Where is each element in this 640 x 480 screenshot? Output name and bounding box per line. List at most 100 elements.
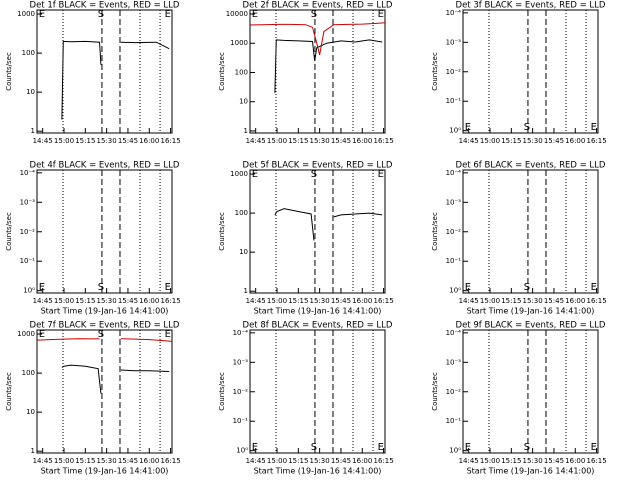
chart-title: Det 9f BLACK = Events, RED = LLD <box>456 321 606 331</box>
plot-frame <box>249 169 386 294</box>
y-tick-label: 10⁻² <box>20 228 36 236</box>
x-tick-label: 16:15 <box>160 137 180 145</box>
marker-label: S <box>311 9 317 20</box>
y-tick-label: 10⁻² <box>446 228 462 236</box>
y-tick-label: 10⁰ <box>23 287 35 295</box>
y-tick-label: 100 <box>22 369 35 377</box>
chart-title: Det 8f BLACK = Events, RED = LLD <box>243 321 393 331</box>
x-tick-label: 15:15 <box>288 457 308 465</box>
y-tick-label: 10⁻² <box>446 388 462 396</box>
marker-label: E <box>465 282 471 293</box>
plot-frame <box>462 329 599 454</box>
y-tick-label: 10⁻³ <box>20 198 36 206</box>
chart-title: Det 4f BLACK = Events, RED = LLD <box>30 161 180 171</box>
plot-frame <box>462 169 599 294</box>
x-axis-label: Start Time (19-Jan-16 14:41:00) <box>41 467 169 476</box>
marker-label: E <box>39 9 45 20</box>
x-tick-label: 14:45 <box>459 457 479 465</box>
x-tick-label: 16:00 <box>352 297 372 305</box>
x-tick-label: 14:45 <box>246 137 266 145</box>
plot-frame <box>36 169 173 294</box>
plot-frame <box>36 329 173 454</box>
x-axis-label: Start Time (19-Jan-16 14:41:00) <box>254 467 382 476</box>
x-tick-label: 15:45 <box>118 297 138 305</box>
y-tick-label: 10⁻⁴ <box>233 329 249 337</box>
x-tick-label: 15:45 <box>544 137 564 145</box>
marker-label: S <box>98 9 104 20</box>
x-tick-label: 15:45 <box>331 297 351 305</box>
y-tick-label: 1000 <box>230 170 248 178</box>
x-tick-label: 15:30 <box>310 137 330 145</box>
y-tick-label: 1 <box>244 127 248 135</box>
x-tick-label: 15:30 <box>523 137 543 145</box>
chart-title: Det 7f BLACK = Events, RED = LLD <box>30 321 180 331</box>
x-tick-label: 16:00 <box>139 297 159 305</box>
x-tick-label: 14:45 <box>33 297 53 305</box>
x-tick-label: 16:15 <box>586 137 606 145</box>
marker-label: S <box>98 329 104 340</box>
marker-label: S <box>524 442 530 453</box>
x-tick-label: 15:30 <box>97 137 117 145</box>
y-tick-label: 1000 <box>17 330 35 338</box>
y-tick-label: 1000 <box>230 39 248 47</box>
x-tick-label: 15:30 <box>310 297 330 305</box>
x-tick-label: 15:45 <box>118 457 138 465</box>
marker-label: S <box>98 282 104 293</box>
y-tick-label: 100 <box>22 49 35 57</box>
x-tick-label: 16:15 <box>586 297 606 305</box>
y-tick-label: 10⁻⁴ <box>446 9 462 17</box>
x-tick-label: 16:15 <box>373 297 393 305</box>
plot-frame <box>249 329 386 454</box>
x-tick-label: 15:00 <box>267 457 287 465</box>
data-line <box>249 22 386 55</box>
y-tick-label: 100 <box>235 68 248 76</box>
marker-label: E <box>165 282 171 293</box>
data-line <box>274 39 383 93</box>
marker-label: S <box>311 442 317 453</box>
data-line <box>274 208 383 241</box>
x-axis-label: Start Time (19-Jan-16 14:41:00) <box>467 467 595 476</box>
x-tick-label: 15:45 <box>544 457 564 465</box>
x-tick-label: 16:15 <box>160 297 180 305</box>
y-tick-label: 10⁻⁴ <box>20 169 36 177</box>
x-tick-label: 15:15 <box>501 137 521 145</box>
plot-frame <box>36 9 173 134</box>
x-axis-label: Start Time (19-Jan-16 14:41:00) <box>467 307 595 316</box>
chart-title: Det 3f BLACK = Events, RED = LLD <box>456 1 606 11</box>
marker-label: E <box>252 442 258 453</box>
marker-label: E <box>591 442 597 453</box>
x-tick-label: 15:00 <box>267 297 287 305</box>
y-tick-label: 10⁰ <box>449 127 461 135</box>
x-tick-label: 15:45 <box>118 137 138 145</box>
marker-label: E <box>39 329 45 340</box>
y-tick-label: 10⁻⁴ <box>446 169 462 177</box>
marker-label: E <box>591 122 597 133</box>
y-tick-label: 10⁰ <box>449 287 461 295</box>
x-tick-label: 16:00 <box>139 457 159 465</box>
x-tick-label: 15:30 <box>97 297 117 305</box>
x-tick-label: 16:00 <box>139 137 159 145</box>
marker-label: E <box>39 282 45 293</box>
y-tick-label: 1 <box>31 447 35 455</box>
x-tick-label: 14:45 <box>246 457 266 465</box>
y-tick-label: 10⁻² <box>233 388 249 396</box>
x-tick-label: 15:15 <box>501 457 521 465</box>
x-tick-label: 14:45 <box>33 457 53 465</box>
y-tick-label: 10 <box>239 98 248 106</box>
chart-title: Det 1f BLACK = Events, RED = LLD <box>30 1 180 11</box>
x-tick-label: 15:15 <box>501 297 521 305</box>
data-line <box>36 338 173 342</box>
x-tick-label: 14:45 <box>459 297 479 305</box>
x-tick-label: 16:00 <box>352 137 372 145</box>
x-tick-label: 16:00 <box>565 137 585 145</box>
x-tick-label: 15:00 <box>267 137 287 145</box>
x-tick-label: 15:00 <box>54 457 74 465</box>
x-tick-label: 14:45 <box>459 137 479 145</box>
y-axis-label: Counts/sec <box>5 372 13 411</box>
y-tick-label: 10 <box>26 408 35 416</box>
y-tick-label: 10⁻¹ <box>446 257 462 265</box>
data-line <box>61 40 170 120</box>
y-axis-label: Counts/sec <box>431 212 439 251</box>
x-tick-label: 15:15 <box>75 297 95 305</box>
